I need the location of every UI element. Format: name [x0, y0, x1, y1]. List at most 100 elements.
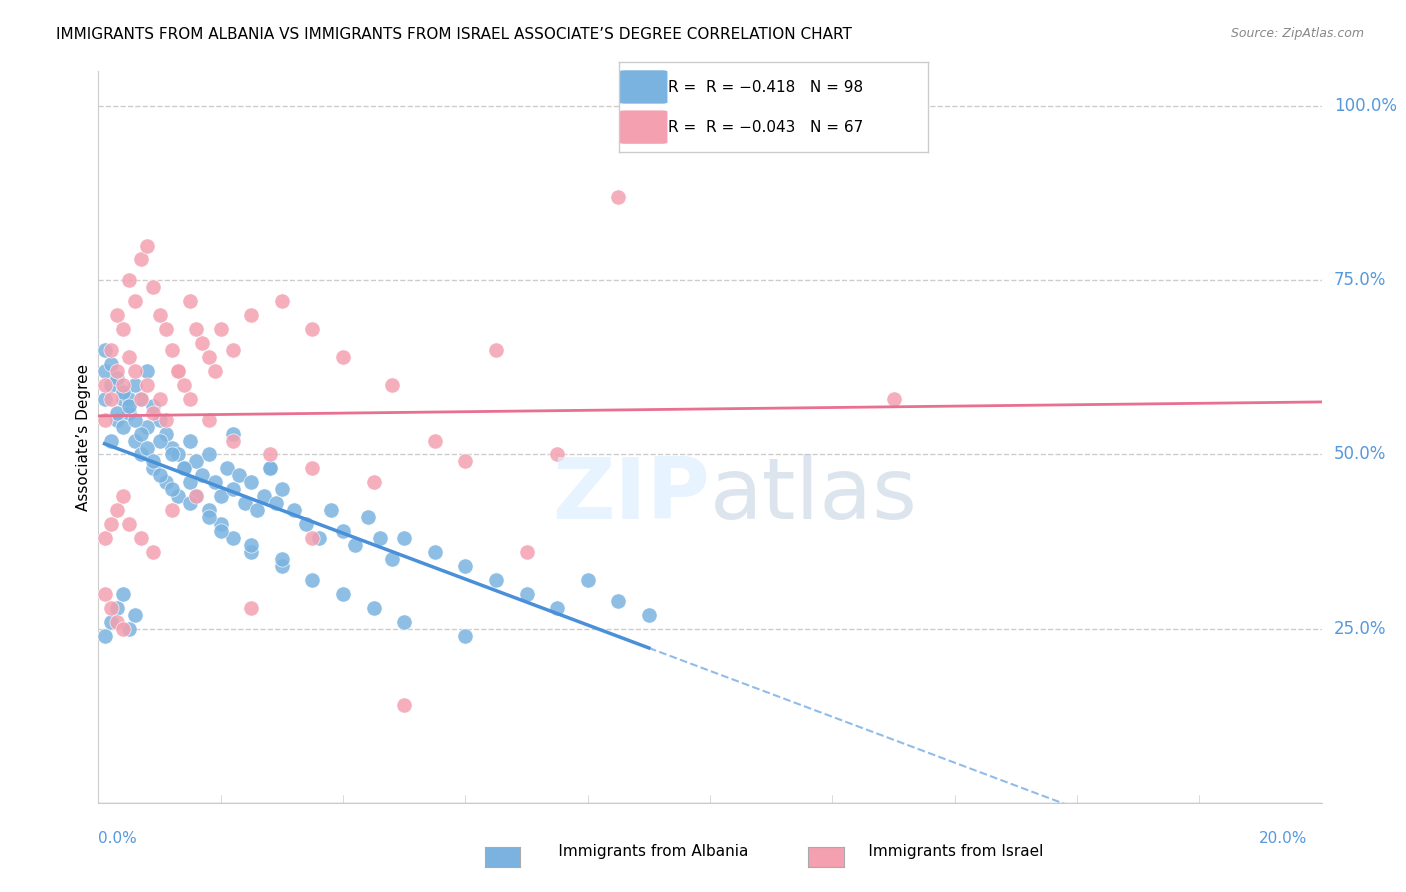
Text: 100.0%: 100.0% — [1334, 97, 1398, 115]
Point — [186, 454, 208, 468]
Point — [485, 573, 508, 587]
Point — [454, 558, 477, 573]
Point — [368, 531, 391, 545]
Point — [93, 392, 115, 406]
Point — [546, 600, 568, 615]
Point — [160, 483, 183, 497]
Point — [363, 475, 385, 490]
Point — [167, 364, 190, 378]
Point — [228, 468, 250, 483]
Point — [179, 475, 201, 490]
Point — [129, 392, 152, 406]
Point — [301, 531, 323, 545]
Point — [105, 503, 128, 517]
Text: Source: ZipAtlas.com: Source: ZipAtlas.com — [1230, 27, 1364, 40]
Point — [173, 461, 195, 475]
Point — [100, 343, 122, 357]
Point — [93, 531, 115, 545]
Point — [167, 364, 190, 378]
Point — [209, 489, 232, 503]
Point — [204, 364, 226, 378]
Point — [222, 531, 245, 545]
Point — [270, 483, 292, 497]
Point — [332, 587, 354, 601]
Text: Immigrants from Albania: Immigrants from Albania — [534, 845, 748, 859]
Point — [637, 607, 661, 622]
Point — [111, 322, 134, 336]
Point — [105, 406, 128, 420]
Point — [332, 350, 354, 364]
Point — [301, 461, 323, 475]
Point — [197, 448, 219, 462]
Point — [423, 434, 446, 448]
Point — [209, 524, 232, 538]
Point — [381, 377, 404, 392]
Point — [136, 441, 159, 455]
Point — [381, 552, 404, 566]
Point — [93, 412, 115, 426]
Point — [240, 600, 263, 615]
Point — [129, 392, 152, 406]
Point — [118, 517, 141, 532]
Point — [332, 524, 354, 538]
Point — [167, 489, 190, 503]
Point — [136, 238, 159, 252]
Point — [142, 454, 165, 468]
Point — [149, 468, 172, 483]
Point — [136, 364, 159, 378]
Point — [155, 322, 177, 336]
Point — [142, 461, 165, 475]
Point — [173, 461, 195, 475]
Point — [160, 441, 183, 455]
Point — [186, 489, 208, 503]
Point — [209, 322, 232, 336]
Point — [197, 412, 219, 426]
Point — [142, 399, 165, 413]
Point — [270, 558, 292, 573]
Point — [197, 350, 219, 364]
Point — [454, 454, 477, 468]
Point — [93, 377, 115, 392]
Point — [485, 343, 508, 357]
Point — [240, 308, 263, 322]
Text: 0.0%: 0.0% — [98, 831, 138, 846]
Text: atlas: atlas — [710, 454, 918, 537]
Text: IMMIGRANTS FROM ALBANIA VS IMMIGRANTS FROM ISRAEL ASSOCIATE’S DEGREE CORRELATION: IMMIGRANTS FROM ALBANIA VS IMMIGRANTS FR… — [56, 27, 852, 42]
Point — [100, 615, 122, 629]
Point — [160, 448, 183, 462]
Text: 50.0%: 50.0% — [1334, 445, 1386, 464]
Point — [124, 607, 146, 622]
Point — [155, 475, 177, 490]
Point — [356, 510, 378, 524]
Point — [93, 364, 115, 378]
Text: R =  R = −0.418   N = 98: R = R = −0.418 N = 98 — [668, 80, 863, 95]
Point — [240, 475, 263, 490]
Point — [264, 496, 287, 510]
Point — [179, 496, 201, 510]
Point — [516, 545, 538, 559]
Point — [179, 392, 201, 406]
Point — [240, 545, 263, 559]
Point — [105, 308, 128, 322]
Point — [167, 448, 190, 462]
Point — [454, 629, 477, 643]
Point — [124, 377, 146, 392]
Point — [883, 392, 905, 406]
Point — [105, 412, 128, 426]
Point — [124, 364, 146, 378]
Text: 75.0%: 75.0% — [1334, 271, 1386, 289]
Point — [124, 434, 146, 448]
Point — [111, 392, 134, 406]
Point — [392, 615, 416, 629]
Point — [100, 392, 122, 406]
Point — [155, 412, 177, 426]
Point — [129, 448, 152, 462]
Point — [246, 503, 269, 517]
Point — [118, 399, 141, 413]
Point — [105, 371, 128, 385]
Point — [222, 483, 245, 497]
Point — [423, 545, 446, 559]
Point — [179, 294, 201, 309]
Point — [118, 406, 141, 420]
Point — [259, 461, 281, 475]
